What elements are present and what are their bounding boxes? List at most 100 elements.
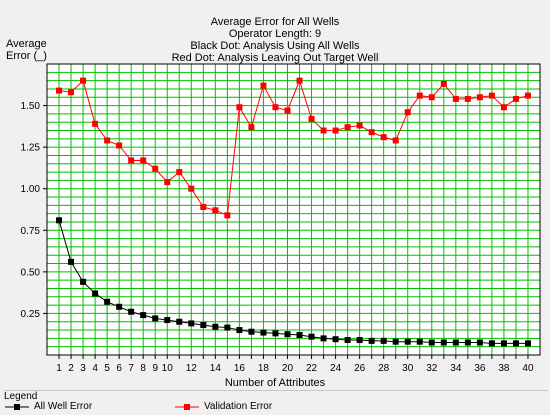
chart-title: Average Error for All Wells: [210, 16, 340, 28]
data-point-all-well-error: [164, 317, 171, 324]
legend-title: Legend: [4, 391, 38, 402]
data-point-validation-error: [116, 142, 123, 149]
data-point-validation-error: [476, 94, 483, 101]
data-point-validation-error: [428, 94, 435, 101]
chart-subtitle-red-dot: Red Dot: Analysis Leaving Out Target Wel…: [171, 52, 379, 64]
data-point-validation-error: [404, 109, 411, 116]
data-point-validation-error: [152, 165, 159, 172]
data-point-validation-error: [380, 134, 387, 141]
data-point-validation-error: [344, 124, 351, 131]
x-tick-label: 12: [186, 363, 198, 374]
data-point-validation-error: [416, 92, 423, 99]
x-tick-label: 18: [258, 363, 270, 374]
data-point-all-well-error: [116, 303, 123, 310]
data-point-validation-error: [284, 107, 291, 114]
x-tick-label: 36: [474, 363, 486, 374]
legend: Legend All Well Error Validation Error: [4, 390, 548, 415]
data-point-validation-error: [488, 92, 495, 99]
data-point-all-well-error: [416, 338, 423, 345]
data-point-all-well-error: [236, 327, 243, 334]
data-point-all-well-error: [80, 278, 87, 285]
data-point-validation-error: [212, 207, 219, 214]
x-tick-label: 34: [450, 363, 462, 374]
data-point-validation-error: [128, 157, 135, 164]
x-tick-label: 6: [116, 363, 122, 374]
legend-swatch-black: [5, 404, 29, 410]
data-point-validation-error: [464, 95, 471, 102]
x-tick-label: 30: [402, 363, 414, 374]
data-point-validation-error: [440, 80, 447, 87]
data-point-all-well-error: [92, 290, 99, 297]
data-point-validation-error: [164, 179, 171, 186]
data-point-all-well-error: [308, 333, 315, 340]
data-point-validation-error: [332, 127, 339, 134]
x-tick-label: 3: [80, 363, 86, 374]
data-point-all-well-error: [56, 217, 63, 224]
data-point-all-well-error: [188, 320, 195, 327]
data-point-all-well-error: [428, 339, 435, 346]
y-tick-label: 0.50: [21, 267, 41, 278]
data-point-all-well-error: [464, 339, 471, 346]
data-point-all-well-error: [392, 338, 399, 345]
data-point-all-well-error: [272, 330, 279, 337]
y-tick-label: 0.25: [21, 309, 41, 320]
plot-area: [46, 63, 541, 356]
data-point-all-well-error: [140, 312, 147, 319]
data-point-validation-error: [452, 95, 459, 102]
data-point-validation-error: [140, 157, 147, 164]
data-point-all-well-error: [200, 322, 207, 329]
data-point-all-well-error: [224, 324, 231, 331]
x-tick-label: 26: [354, 363, 366, 374]
data-point-validation-error: [308, 115, 315, 122]
data-point-validation-error: [272, 104, 279, 111]
x-axis-label: Number of Attributes: [224, 377, 326, 389]
data-point-validation-error: [248, 124, 255, 131]
plot-border: [46, 63, 541, 356]
data-point-validation-error: [512, 95, 519, 102]
data-point-all-well-error: [476, 339, 483, 346]
x-tick-label: 7: [128, 363, 134, 374]
x-tick-label: 20: [282, 363, 294, 374]
data-point-validation-error: [236, 104, 243, 111]
x-tick-label: 5: [104, 363, 110, 374]
data-point-all-well-error: [524, 340, 531, 347]
data-point-validation-error: [200, 204, 207, 211]
data-point-all-well-error: [404, 338, 411, 345]
data-point-validation-error: [296, 77, 303, 84]
data-point-all-well-error: [104, 298, 111, 305]
y-tick-label: 1.00: [21, 184, 41, 195]
series-line-validation-error: [58, 79, 529, 217]
y-axis-label-line1: Average: [6, 38, 47, 50]
chart-subtitle-operator-length: Operator Length: 9: [228, 28, 322, 40]
data-point-validation-error: [104, 137, 111, 144]
y-tick-label: 1.25: [21, 143, 41, 154]
data-point-validation-error: [188, 185, 195, 192]
x-tick-label: 28: [378, 363, 390, 374]
data-point-all-well-error: [260, 329, 267, 336]
x-tick-label: 24: [330, 363, 342, 374]
x-tick-label: 22: [306, 363, 318, 374]
data-point-validation-error: [500, 104, 507, 111]
data-point-validation-error: [176, 169, 183, 176]
data-point-all-well-error: [440, 339, 447, 346]
data-point-all-well-error: [248, 328, 255, 335]
data-point-validation-error: [392, 137, 399, 144]
x-tick-label: 1: [56, 363, 62, 374]
data-point-all-well-error: [152, 315, 159, 322]
x-tick-label: 4: [92, 363, 98, 374]
data-point-all-well-error: [488, 340, 495, 347]
x-tick-label: 9: [152, 363, 158, 374]
data-point-all-well-error: [128, 308, 135, 315]
data-point-all-well-error: [380, 337, 387, 344]
x-tick-label: 8: [140, 363, 146, 374]
chart-subtitle-black-dot: Black Dot: Analysis Using All Wells: [190, 40, 360, 52]
data-point-all-well-error: [356, 337, 363, 344]
data-point-validation-error: [260, 82, 267, 89]
x-tick-label: 14: [210, 363, 222, 374]
data-point-validation-error: [56, 87, 63, 94]
x-tick-label: 32: [426, 363, 438, 374]
data-point-validation-error: [224, 212, 231, 219]
data-point-all-well-error: [284, 331, 291, 338]
y-axis-label-line2: Error (_): [6, 50, 47, 62]
